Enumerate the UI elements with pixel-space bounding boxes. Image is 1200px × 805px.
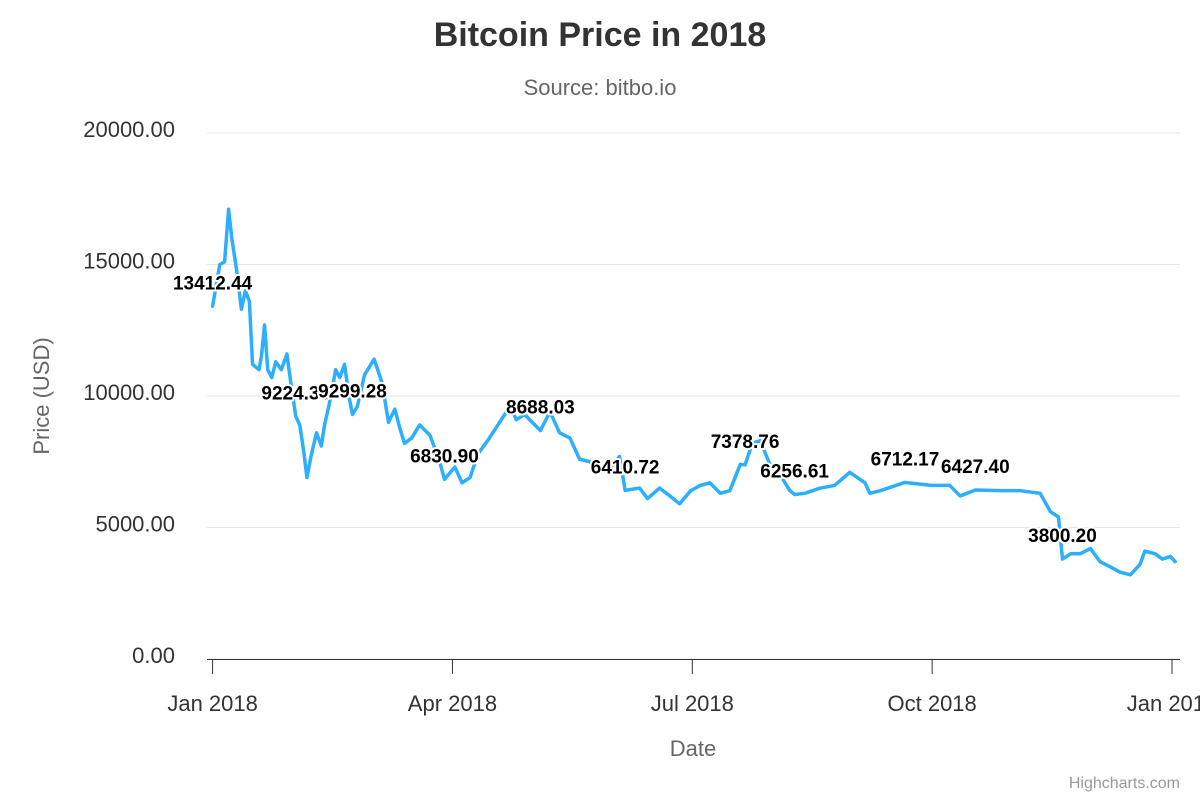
data-label: 6830.90 (410, 446, 479, 467)
y-tick-label: 15000.00 (83, 248, 175, 273)
price-line (210, 207, 1177, 577)
x-tick-label: Jan 2019 (1127, 691, 1200, 716)
data-label: 7378.76 (711, 432, 780, 453)
data-label: 8688.03 (506, 398, 575, 419)
x-tick-label: Jan 2018 (167, 691, 258, 716)
data-label: 6427.40 (941, 457, 1010, 478)
x-tick-label: Apr 2018 (408, 691, 497, 716)
data-label: 3800.20 (1028, 526, 1097, 547)
y-tick-label: 0.00 (132, 643, 175, 668)
data-label: 9299.28 (318, 381, 387, 402)
y-tick-label: 5000.00 (95, 511, 175, 536)
data-label: 9224.39 (261, 383, 330, 404)
y-axis-title: Price (USD) (29, 337, 54, 454)
y-tick-label: 20000.00 (83, 117, 175, 142)
credits: Highcharts.com (1069, 775, 1180, 792)
data-label: 13412.44 (173, 273, 253, 294)
data-label: 6712.17 (871, 449, 940, 470)
data-label: 6410.72 (591, 457, 660, 478)
y-tick-label: 10000.00 (83, 380, 175, 405)
chart-title: Bitcoin Price in 2018 (434, 16, 767, 54)
x-axis-title: Date (670, 736, 716, 761)
chart-subtitle: Source: bitbo.io (524, 75, 677, 100)
x-tick-label: Oct 2018 (888, 691, 977, 716)
x-tick-label: Jul 2018 (651, 691, 734, 716)
data-label: 6256.61 (760, 461, 829, 482)
